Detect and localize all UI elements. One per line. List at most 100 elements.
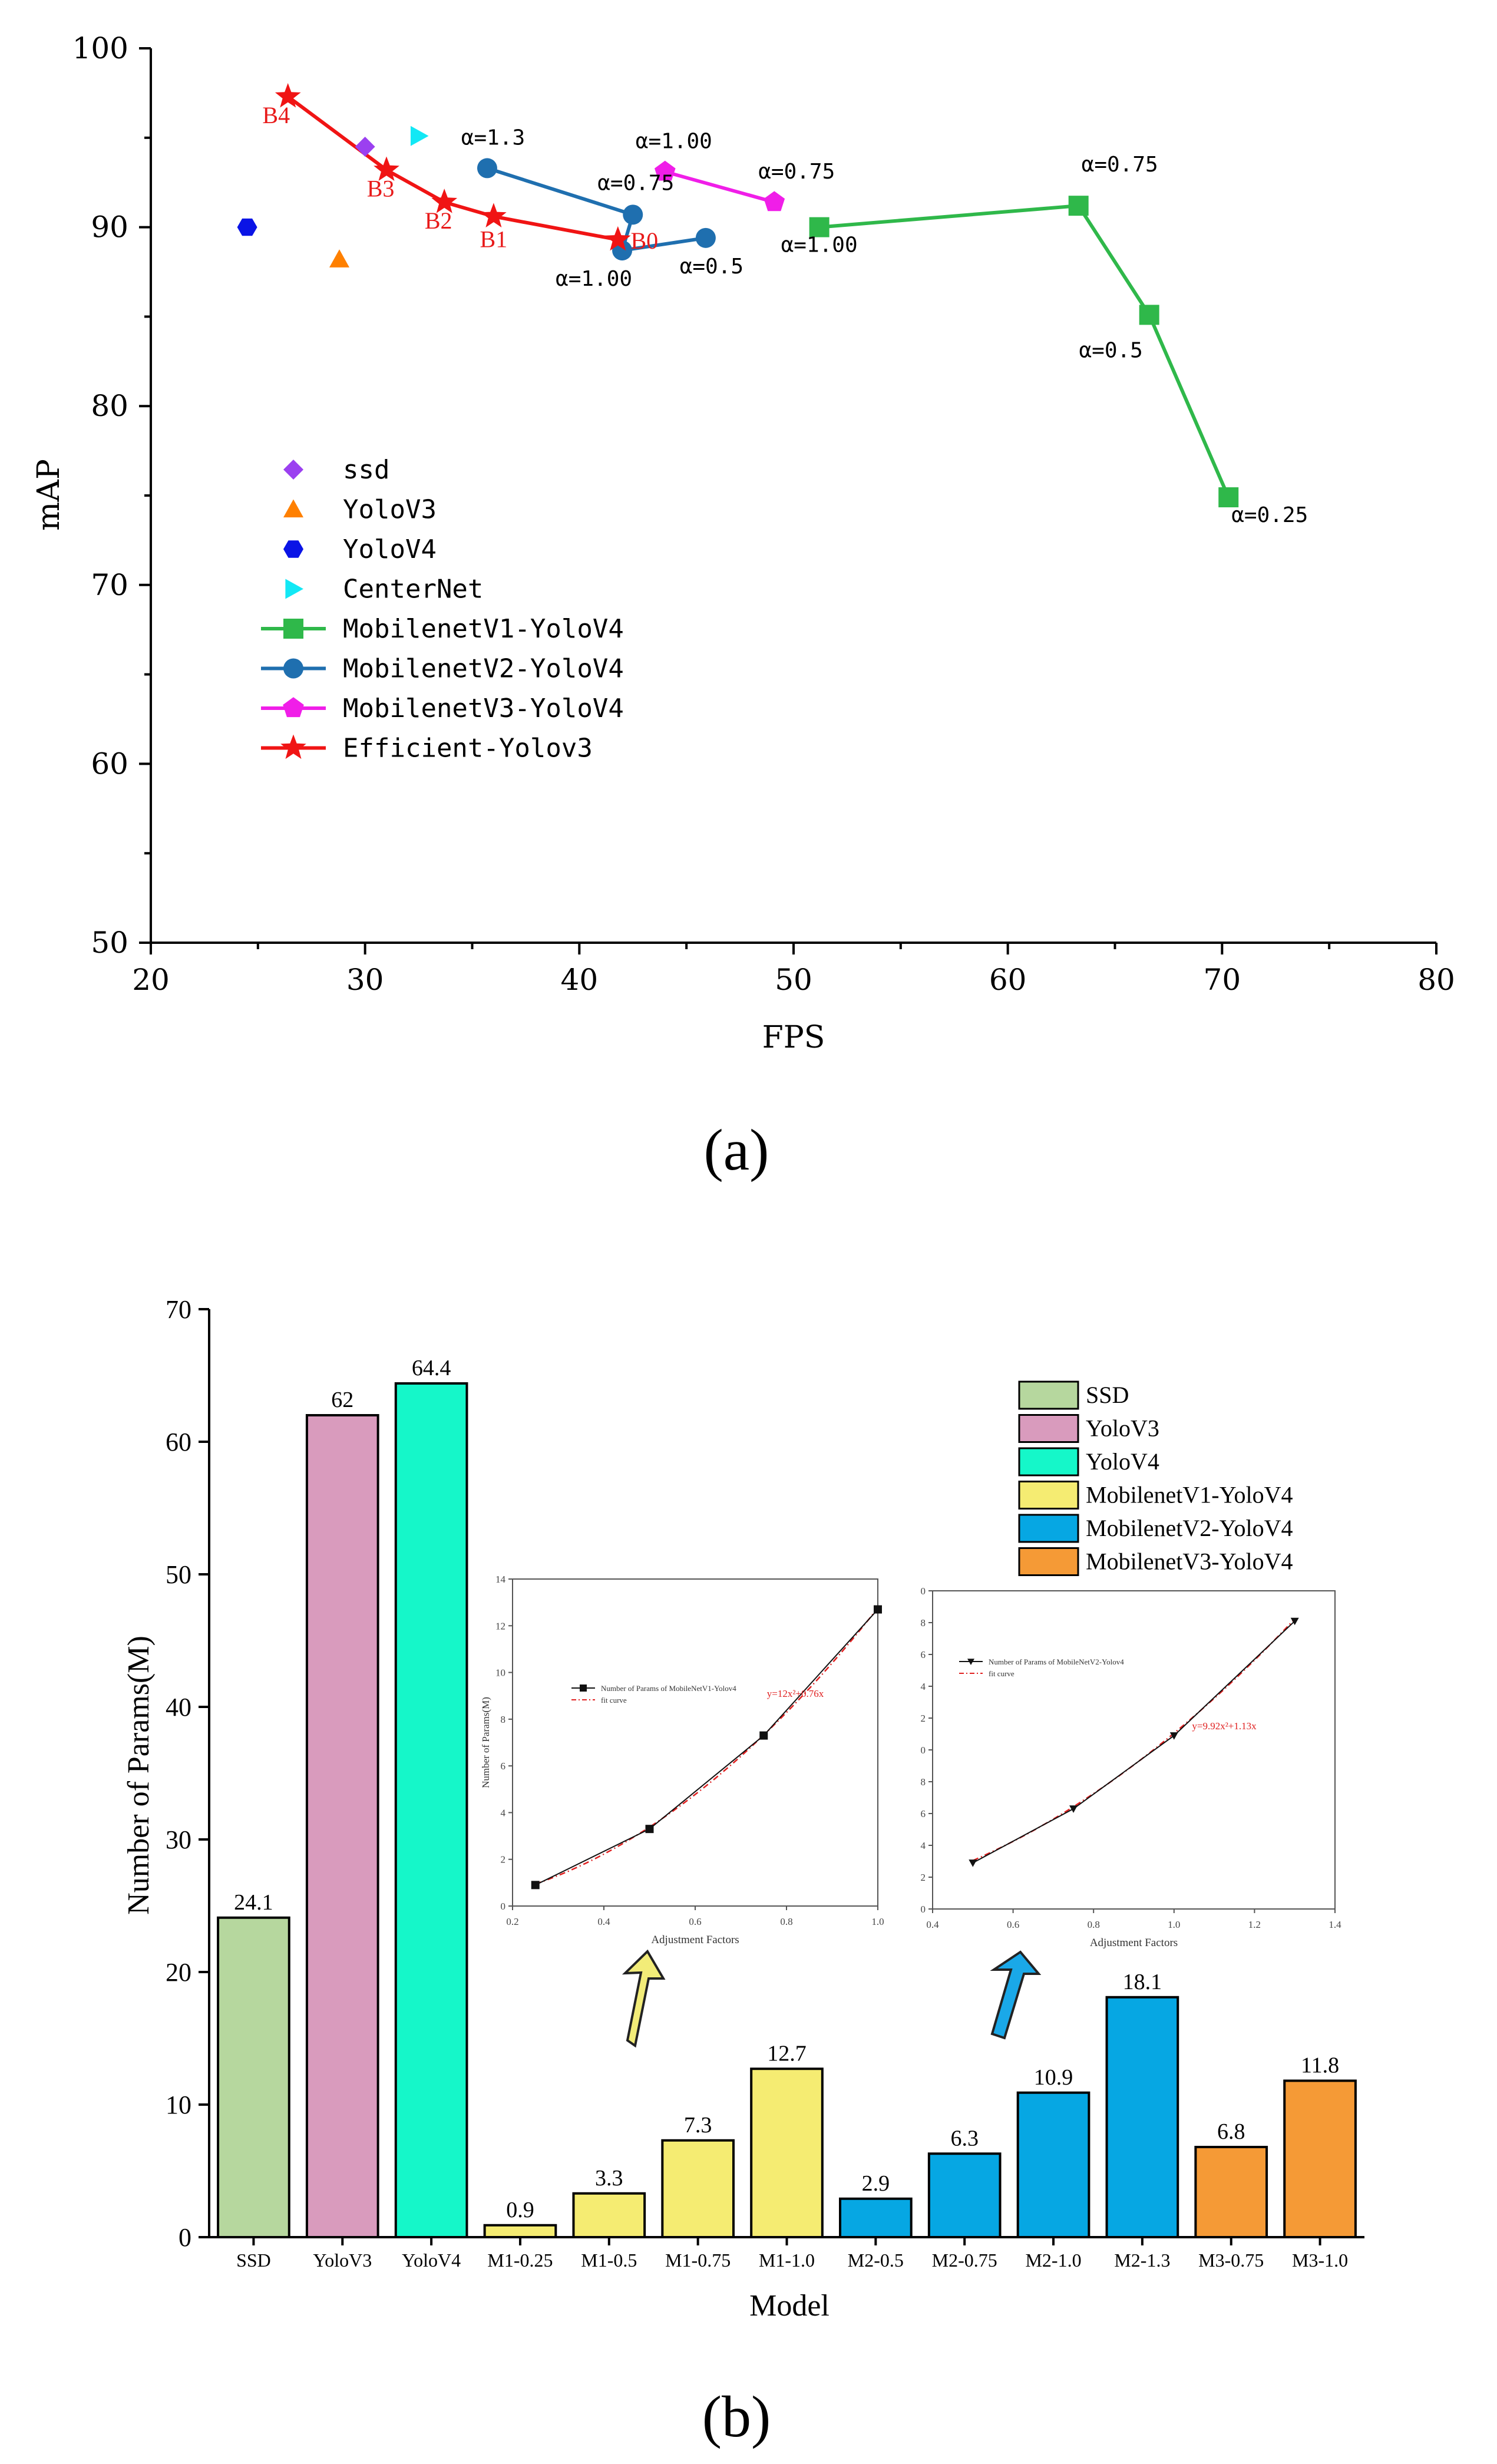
- point-mobilenetv1-yolov4: [1139, 305, 1159, 325]
- scatter-y-ticks: 50 60 70 80 90 100: [72, 31, 151, 960]
- inset-y-tick-label: 0: [921, 1745, 926, 1756]
- inset-x-tick-label: 0.2: [506, 1916, 518, 1927]
- inset-y-tick-label: 4: [921, 1840, 926, 1851]
- bar-x-axis-label: Model: [749, 2289, 830, 2323]
- y-tick-label: 100: [72, 31, 128, 65]
- bar-yolov4: [394, 1382, 468, 2238]
- bar-value-label: 7.3: [684, 2113, 712, 2138]
- bar-chart-bars: [217, 1382, 1357, 2238]
- scatter-x-axis-label: FPS: [762, 1020, 825, 1055]
- point-label: α=1.00: [781, 233, 858, 257]
- inset-point: [874, 1605, 882, 1614]
- x-tick-label: 50: [775, 963, 812, 997]
- y-tick-label: 70: [91, 568, 128, 602]
- inset-x-tick-label: 0.4: [926, 1919, 939, 1930]
- point-label: α=0.5: [680, 255, 743, 279]
- legend-label: MobilenetV2-YoloV4: [1086, 1515, 1293, 1541]
- inset-frame: [932, 1590, 1336, 1910]
- bar-value-label: 2.9: [862, 2171, 890, 2196]
- legend-label: SSD: [1086, 1382, 1129, 1408]
- bar-value-label: 64.4: [412, 1356, 451, 1380]
- legend-swatch: [1018, 1481, 1079, 1510]
- inset-y-tick-label: 6: [501, 1761, 506, 1772]
- inset-x-tick-label: 1.2: [1248, 1919, 1261, 1930]
- point-label: B2: [425, 207, 452, 234]
- blue-arrow-icon: [990, 1950, 1042, 2040]
- inset-x-tick-label: 0.6: [689, 1916, 701, 1927]
- legend-label: YoloV4: [1086, 1448, 1159, 1475]
- inset-y-tick-label: 2: [921, 1713, 926, 1724]
- bar-value-labels: 24.16264.40.93.37.312.72.96.310.918.16.8…: [234, 1356, 1339, 2222]
- inset-data-line: [535, 1608, 878, 1886]
- x-tick-label: SSD: [236, 2250, 271, 2271]
- inset-y-tick-label: 0: [501, 1901, 506, 1912]
- x-tick-label: M2-0.75: [932, 2250, 997, 2271]
- bar-legend: SSD YoloV3 YoloV4 MobilenetV1-YoloV4 Mobilen…: [1018, 1380, 1293, 1576]
- inset-point: [531, 1881, 540, 1890]
- scatter-legend: ssd YoloV3 YoloV4 CenterNet MobilenetV1-Yolo…: [261, 455, 624, 764]
- x-tick-label: 30: [346, 963, 384, 997]
- legend-label: YoloV3: [1086, 1415, 1159, 1442]
- bar-value-label: 18.1: [1123, 1970, 1162, 1994]
- y-tick-label: 70: [166, 1295, 191, 1324]
- point-mobilenetv2-yolov4: [695, 227, 716, 248]
- point-label: α=0.75: [758, 160, 835, 184]
- bar-yolov3: [305, 1414, 379, 2238]
- x-tick-label: 80: [1417, 963, 1455, 997]
- legend-marker: [283, 540, 303, 558]
- point-label: α=1.00: [556, 267, 632, 291]
- bar-m2-1.3: [1105, 1996, 1179, 2238]
- inset-legend-label: fit curve: [601, 1696, 627, 1705]
- inset-y-tick-label: 6: [921, 1808, 926, 1819]
- scatter-y-axis-label: mAP: [31, 459, 67, 531]
- y-tick-label: 0: [179, 2223, 191, 2252]
- scatter-x-ticks: 20 30 40 50 60 70 80: [132, 943, 1455, 997]
- y-tick-label: 90: [91, 210, 128, 245]
- inset-arrows: [622, 1949, 1042, 2048]
- point-label: α=1.3: [461, 125, 525, 150]
- y-tick-label: 30: [166, 1825, 191, 1854]
- inset-plot-1: 0.2 0.4 0.6 0.8 1.0 0 2 4 6 8 10 12 14 Adjustment Fac…: [480, 1574, 884, 1946]
- point-efficient-yolov3: [481, 203, 507, 227]
- inset-y-tick-label: 2: [921, 1872, 926, 1883]
- x-tick-label: 40: [561, 963, 599, 997]
- bar-m2-0.5: [839, 2197, 913, 2238]
- x-tick-label: M1-0.5: [581, 2250, 637, 2271]
- legend-label: CenterNet: [343, 574, 483, 605]
- legend-swatch: [1018, 1414, 1079, 1443]
- bar-value-label: 0.9: [506, 2198, 534, 2222]
- point-mobilenetv2-yolov4: [477, 158, 497, 179]
- inset-y-tick-label: 4: [501, 1807, 506, 1818]
- inset-point: [1169, 1732, 1178, 1740]
- x-tick-label: M2-1.3: [1114, 2250, 1170, 2271]
- inset-y-tick-label: 2: [501, 1854, 506, 1865]
- x-tick-label: 70: [1204, 963, 1241, 997]
- bar-m1-0.5: [572, 2192, 646, 2238]
- inset-point: [645, 1825, 654, 1834]
- point-mobilenetv2-yolov4: [623, 204, 643, 225]
- inset-point: [1069, 1805, 1078, 1813]
- inset-x-tick-label: 1.0: [1168, 1919, 1180, 1930]
- legend-label: MobilenetV3-YoloV4: [343, 693, 624, 724]
- inset-point: [969, 1859, 977, 1867]
- inset-legend-label: Number of Params of MobileNetV1-Yolov4: [601, 1684, 736, 1693]
- inset-y-tick-label: 12: [495, 1620, 505, 1631]
- legend-label: Efficient-Yolov3: [343, 734, 593, 764]
- point-mobilenetv3-yolov4: [655, 160, 676, 181]
- bar-value-label: 6.3: [950, 2126, 979, 2151]
- inset-plot-2: 0.4 0.6 0.8 1.0 1.2 1.4 0 2 4 6 8 0 2 4 6 8 0 Adjustment …: [921, 1586, 1342, 1949]
- bar-m3-0.75: [1194, 2146, 1268, 2238]
- inset-legend-marker: [967, 1659, 974, 1665]
- point-efficient-yolov3: [275, 83, 301, 108]
- y-tick-label: 50: [91, 926, 128, 960]
- inset-x-tick-label: 0.6: [1007, 1919, 1019, 1930]
- legend-marker: [285, 579, 303, 599]
- bar-m1-0.75: [661, 2139, 735, 2238]
- inset-legend-marker: [580, 1684, 587, 1692]
- x-tick-label: M3-1.0: [1292, 2250, 1348, 2271]
- bar-ssd: [217, 1916, 290, 2238]
- bar-value-label: 24.1: [234, 1890, 273, 1915]
- y-tick-label: 60: [91, 747, 128, 781]
- x-tick-label: YoloV3: [313, 2250, 372, 2271]
